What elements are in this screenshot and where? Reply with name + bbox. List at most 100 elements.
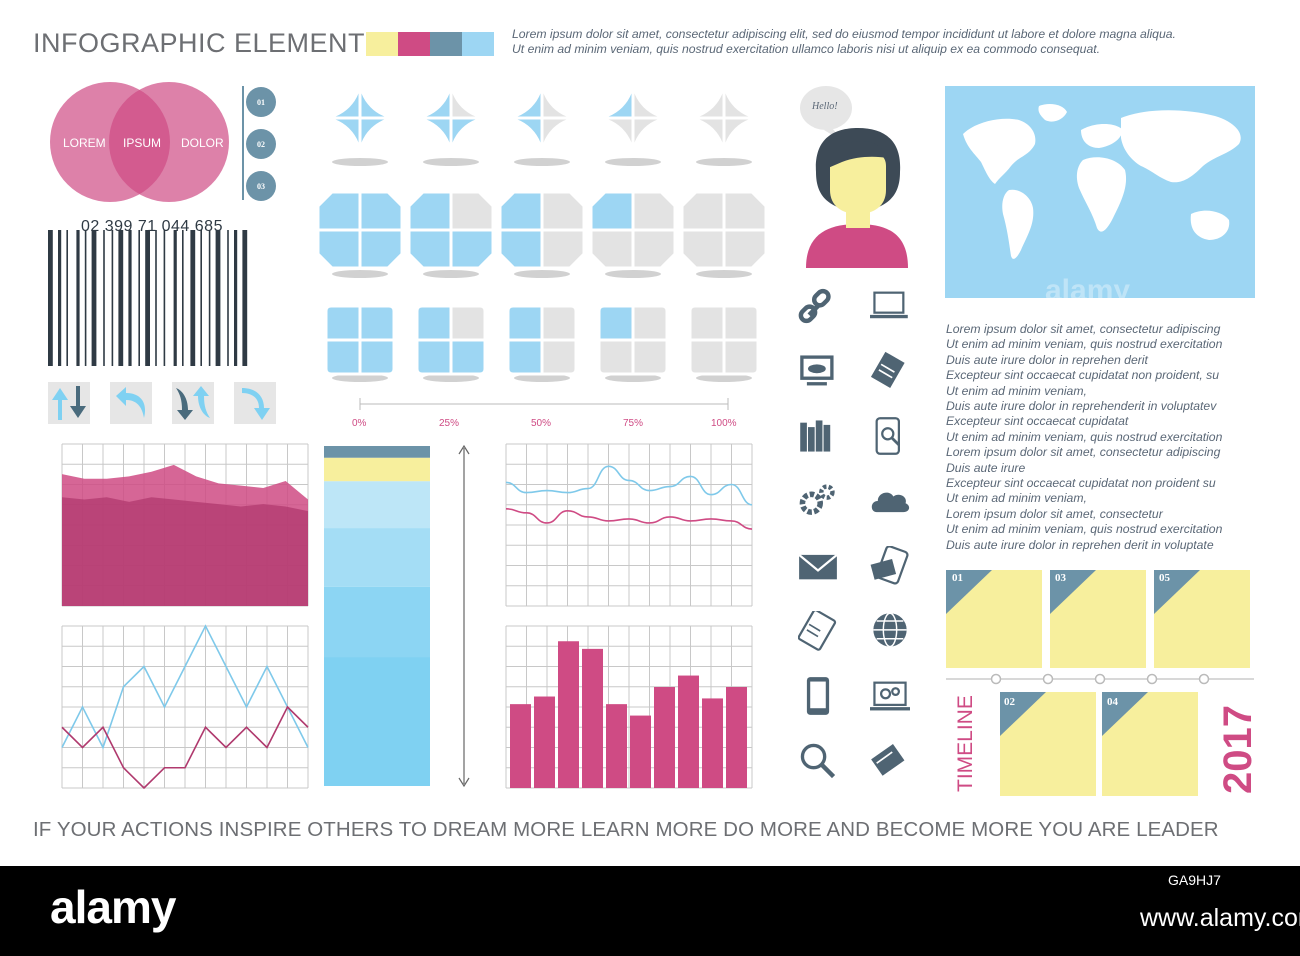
body-text-line: Ut enim ad minim veniam, quis nostrud ex…	[946, 522, 1223, 537]
body-text-line: Lorem ipsum dolor sit amet, consectetur	[946, 506, 1163, 521]
bar	[678, 675, 699, 788]
link-icon-glyph	[798, 288, 831, 324]
percent-label-100: 100%	[711, 418, 737, 429]
body-text-line: Duis aute irure	[946, 460, 1026, 475]
barcode-bar	[242, 230, 248, 366]
barcode-bar	[84, 230, 87, 366]
redo-arrow-icon	[242, 388, 270, 420]
barcode-bar	[91, 230, 97, 366]
arrow-tile-3[interactable]	[172, 382, 214, 424]
swap-arrows-icon	[176, 386, 210, 420]
line-chart-zigzag	[61, 624, 309, 790]
body-text-line: Duis aute irure dolor in reprehen derit	[946, 352, 1148, 367]
search-icon[interactable]	[798, 741, 838, 781]
tablet-icon-glyph	[797, 609, 837, 651]
globe-icon[interactable]	[870, 611, 910, 651]
percent-scale-line	[359, 398, 729, 410]
tablet-icon[interactable]	[797, 609, 838, 651]
arrow-tile-1[interactable]	[48, 382, 90, 424]
timeline-card-num-02: 02	[1004, 696, 1015, 708]
phone-search-icon[interactable]	[870, 416, 910, 456]
arrow-tile-4[interactable]	[234, 382, 276, 424]
mail-stack-icon-glyph	[871, 744, 905, 776]
notebook-icon[interactable]	[870, 351, 910, 391]
quote-text: IF YOUR ACTIONS INSPIRE OTHERS TO DREAM …	[33, 818, 1219, 841]
stacked-segment-2	[324, 586, 430, 658]
step-badge-3: 03	[246, 171, 276, 201]
stacked-segment-4	[324, 481, 430, 529]
cloud-monitor-icon[interactable]	[798, 351, 838, 391]
continent-asia	[1121, 110, 1241, 183]
speech-bubble-text: Hello!	[812, 101, 838, 112]
search-icon-glyph	[800, 743, 836, 779]
line-chart-smooth	[505, 443, 753, 607]
percent-label-0: 0%	[352, 418, 367, 429]
hexagon-progress-shape	[589, 190, 677, 278]
body-text-line: Duis aute irure dolor in reprehen derit …	[946, 537, 1214, 552]
barcode-bar	[208, 230, 211, 366]
arrow-tile-2[interactable]	[110, 382, 152, 424]
body-text-line: Excepteur sint occaecat cupidatat non pr…	[946, 368, 1220, 383]
square-progress-shape	[688, 304, 760, 382]
zigzag-series-1	[61, 624, 309, 750]
laptop-gears-icon[interactable]	[870, 676, 910, 716]
stacked-segment-6	[324, 446, 430, 458]
percent-label-50: 50%	[531, 418, 552, 429]
palette-swatch-pink	[398, 32, 430, 56]
barcode-bar	[227, 230, 229, 366]
continent-greenland	[1038, 104, 1067, 122]
body-text-line: Ut enim ad minim veniam,	[946, 383, 1087, 398]
laptop-icon[interactable]	[870, 286, 910, 326]
venn-diagram	[50, 82, 229, 202]
bar	[510, 704, 531, 788]
stacked-segment-1	[324, 657, 430, 786]
body-text-line: Excepteur sint occaecat cupidatat	[946, 414, 1129, 429]
timeline-card-num-04: 04	[1107, 696, 1118, 708]
venn-label-left: LOREM	[63, 136, 106, 150]
barcode-bar	[111, 230, 114, 366]
line-series-1	[505, 465, 753, 506]
barcode-bar	[155, 230, 157, 366]
books-icon[interactable]	[798, 416, 838, 456]
smartphone-icon[interactable]	[798, 676, 838, 716]
body-text-line: Duis aute irure dolor in reprehenderit i…	[946, 399, 1217, 414]
stacked-segment-5	[324, 457, 430, 482]
hexagon-progress-shape	[680, 190, 768, 278]
area-chart	[61, 443, 309, 607]
bar	[582, 648, 603, 788]
up-down-arrows-icon	[52, 386, 86, 420]
progress-shapes	[316, 78, 768, 382]
intro-text: Lorem ipsum dolor sit amet, consectetur …	[512, 27, 1272, 57]
footer-image-id: GA9HJ7	[1168, 872, 1221, 888]
barcode	[48, 230, 248, 366]
venn-circle-right	[109, 82, 229, 202]
mail-icon[interactable]	[798, 546, 838, 586]
timeline-dot	[1042, 673, 1054, 685]
hexagon-progress-shape	[498, 190, 586, 278]
footer-bar	[0, 866, 1300, 956]
barcode-bar	[215, 230, 221, 366]
timeline-card-num-01: 01	[952, 572, 963, 584]
phone-search-icon-glyph	[875, 417, 900, 455]
bar	[654, 686, 675, 788]
steps-divider	[242, 86, 244, 200]
hexagon-progress-shape	[407, 190, 495, 278]
timeline-word-box: TIMELINE	[954, 695, 977, 792]
timeline-dot	[1094, 673, 1106, 685]
mobile-mail-icon[interactable]	[870, 545, 910, 586]
timeline-card-num-05: 05	[1159, 572, 1170, 584]
cloud-icon[interactable]	[870, 481, 910, 521]
mail-stack-icon[interactable]	[870, 741, 910, 781]
notebook-icon-glyph	[870, 351, 905, 388]
barcode-bar	[163, 230, 166, 366]
timeline-dot	[1146, 673, 1158, 685]
square-progress-shape	[324, 304, 396, 382]
palette-swatch-yellow	[366, 32, 398, 56]
link-icon[interactable]	[798, 286, 838, 326]
gears-icon[interactable]	[798, 481, 838, 521]
bar	[606, 704, 627, 788]
timeline-dot	[1198, 673, 1210, 685]
hexagon-progress-shape	[316, 190, 404, 278]
body-text-block: Lorem ipsum dolor sit amet, consectetur …	[946, 322, 1254, 553]
barcode-bar	[76, 230, 80, 366]
